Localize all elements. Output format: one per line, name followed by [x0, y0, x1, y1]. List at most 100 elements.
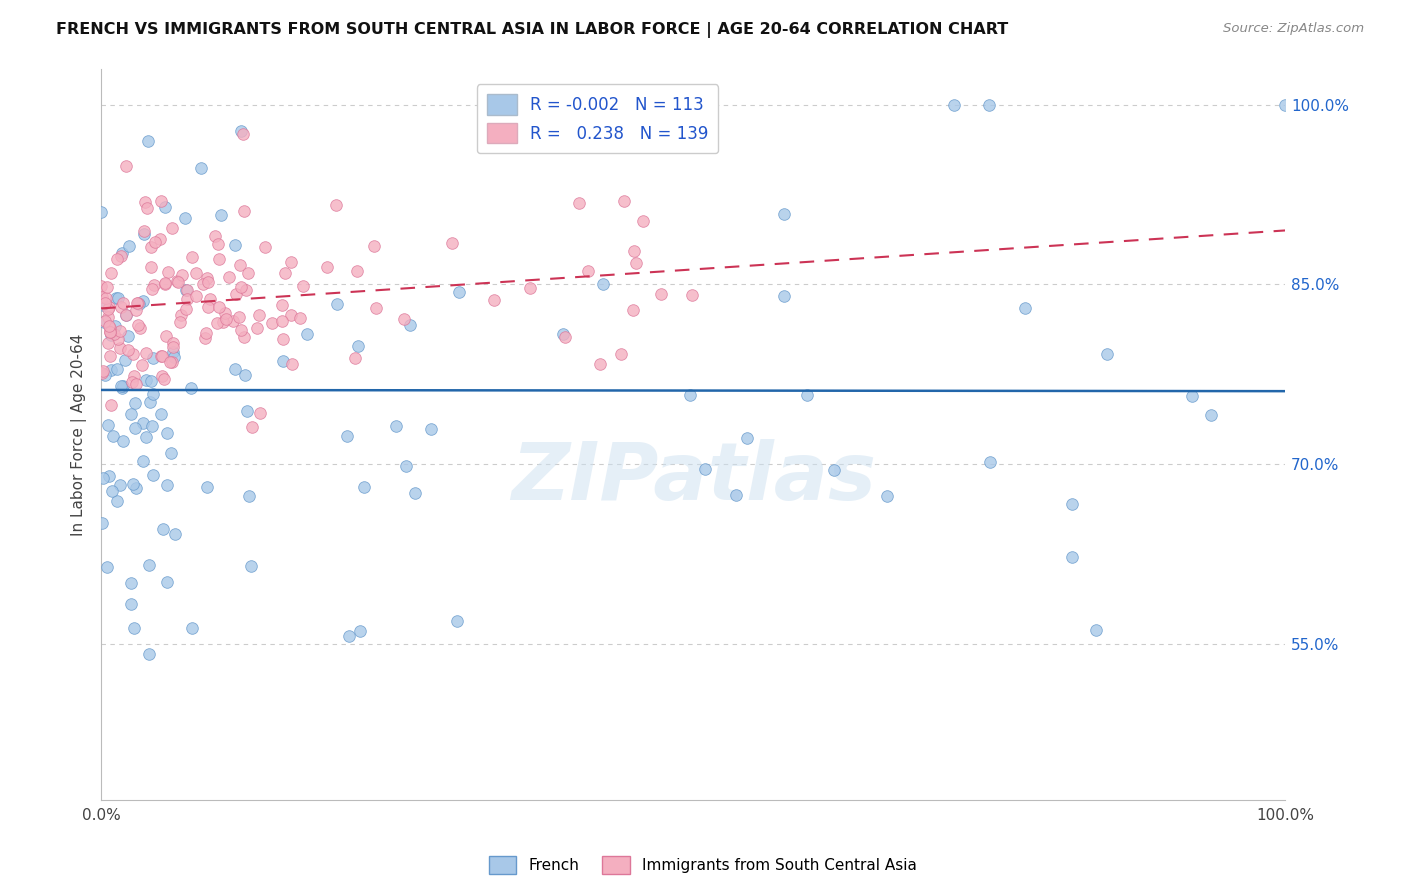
- Point: [176, 301, 198, 316]
- Point: [198, 293, 221, 307]
- Point: [97, 301, 120, 316]
- Point: [449, 285, 471, 300]
- Point: [132, 454, 155, 468]
- Point: [122, 620, 145, 634]
- Point: [155, 328, 177, 343]
- Point: [238, 489, 260, 503]
- Point: [117, 343, 139, 357]
- Point: [184, 289, 207, 303]
- Point: [1014, 301, 1036, 316]
- Point: [110, 300, 132, 314]
- Point: [142, 387, 165, 401]
- Point: [446, 614, 468, 628]
- Point: [105, 362, 128, 376]
- Point: [626, 255, 648, 269]
- Point: [180, 622, 202, 636]
- Point: [1084, 624, 1107, 638]
- Point: [111, 246, 134, 260]
- Point: [176, 292, 198, 306]
- Point: [98, 349, 121, 363]
- Point: [190, 161, 212, 175]
- Text: FRENCH VS IMMIGRANTS FROM SOUTH CENTRAL ASIA IN LABOR FORCE | AGE 20-64 CORRELAT: FRENCH VS IMMIGRANTS FROM SOUTH CENTRAL …: [56, 22, 1008, 38]
- Point: [93, 316, 115, 330]
- Point: [343, 351, 366, 366]
- Point: [281, 357, 304, 371]
- Point: [170, 268, 193, 283]
- Point: [135, 202, 157, 216]
- Point: [122, 369, 145, 384]
- Point: [136, 134, 159, 148]
- Point: [162, 351, 184, 365]
- Point: [554, 330, 576, 344]
- Point: [148, 232, 170, 246]
- Point: [159, 354, 181, 368]
- Point: [94, 296, 117, 310]
- Point: [392, 312, 415, 326]
- Point: [118, 239, 141, 253]
- Point: [1180, 389, 1202, 403]
- Point: [150, 368, 173, 383]
- Point: [576, 263, 599, 277]
- Point: [650, 286, 672, 301]
- Point: [197, 276, 219, 290]
- Point: [100, 266, 122, 280]
- Point: [246, 321, 269, 335]
- Point: [240, 419, 263, 434]
- Point: [249, 407, 271, 421]
- Point: [315, 260, 337, 274]
- Point: [127, 318, 149, 333]
- Point: [166, 274, 188, 288]
- Point: [772, 289, 794, 303]
- Point: [176, 283, 198, 297]
- Point: [208, 300, 231, 314]
- Point: [91, 367, 114, 381]
- Point: [363, 239, 385, 253]
- Point: [291, 279, 314, 293]
- Point: [91, 298, 114, 312]
- Point: [876, 489, 898, 503]
- Point: [280, 255, 302, 269]
- Point: [162, 335, 184, 350]
- Point: [211, 315, 233, 329]
- Point: [156, 265, 179, 279]
- Point: [128, 297, 150, 311]
- Legend: French, Immigrants from South Central Asia: French, Immigrants from South Central As…: [482, 850, 924, 880]
- Point: [111, 434, 134, 449]
- Point: [204, 229, 226, 244]
- Point: [134, 224, 156, 238]
- Point: [138, 558, 160, 573]
- Point: [979, 455, 1001, 469]
- Point: [979, 97, 1001, 112]
- Point: [222, 314, 245, 328]
- Point: [132, 417, 155, 431]
- Point: [214, 306, 236, 320]
- Point: [90, 516, 112, 530]
- Point: [120, 407, 142, 421]
- Point: [90, 290, 112, 304]
- Point: [218, 270, 240, 285]
- Point: [247, 308, 270, 322]
- Point: [613, 194, 636, 208]
- Point: [228, 258, 250, 272]
- Point: [229, 124, 252, 138]
- Point: [132, 293, 155, 308]
- Point: [125, 376, 148, 391]
- Point: [153, 200, 176, 214]
- Point: [271, 314, 294, 328]
- Legend: R = -0.002   N = 113, R =   0.238   N = 139: R = -0.002 N = 113, R = 0.238 N = 139: [477, 84, 718, 153]
- Point: [346, 264, 368, 278]
- Point: [194, 331, 217, 345]
- Point: [631, 214, 654, 228]
- Point: [110, 477, 132, 491]
- Point: [141, 260, 163, 275]
- Point: [112, 296, 135, 310]
- Point: [232, 330, 254, 344]
- Point: [94, 314, 117, 328]
- Point: [97, 318, 120, 333]
- Point: [280, 308, 302, 322]
- Point: [97, 469, 120, 483]
- Point: [681, 288, 703, 302]
- Point: [1199, 409, 1222, 423]
- Point: [107, 291, 129, 305]
- Point: [98, 325, 121, 339]
